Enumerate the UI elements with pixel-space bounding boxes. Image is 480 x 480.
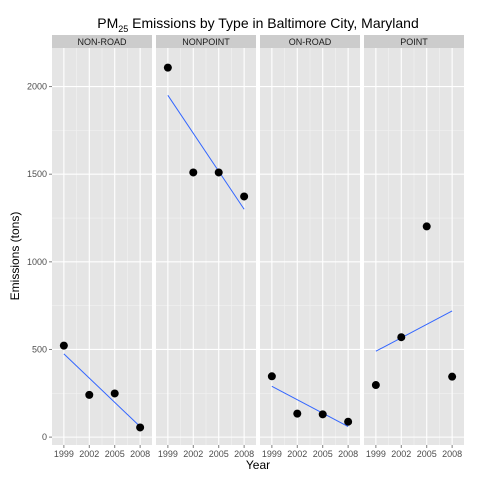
data-point [110, 389, 119, 398]
x-tick-label: 2008 [130, 449, 150, 459]
data-point [136, 423, 145, 432]
panel-point: POINT 1999 2002 2005 2008 [364, 35, 464, 459]
x-tick-label: 1999 [262, 449, 282, 459]
facet-strip [364, 35, 464, 48]
chart-title: PM25 Emissions by Type in Baltimore City… [97, 15, 419, 34]
x-tick-label: 2005 [209, 449, 229, 459]
facet-strip [156, 35, 256, 48]
data-point [240, 192, 249, 201]
facet-strip-label: NON-ROAD [78, 37, 127, 47]
chart-title-main: PM [97, 15, 118, 31]
data-point [59, 341, 68, 350]
data-point [422, 222, 431, 231]
x-tick-label: 2002 [79, 449, 99, 459]
facet-strip-label: ON-ROAD [289, 37, 332, 47]
data-point [293, 409, 302, 418]
x-tick-label: 2008 [338, 449, 358, 459]
panel-on-road: ON-ROAD 1999 2002 2005 2008 [260, 35, 360, 459]
x-tick-label: 2002 [287, 449, 307, 459]
y-tick-label: 500 [32, 344, 47, 354]
data-point [371, 381, 380, 390]
facet-strip-label: NONPOINT [182, 37, 230, 47]
data-point [189, 168, 198, 177]
data-point [267, 372, 276, 381]
x-tick-label: 1999 [158, 449, 178, 459]
data-point [448, 372, 457, 381]
data-point [318, 410, 327, 419]
trend-line [375, 310, 453, 352]
y-tick-label: 0 [42, 432, 47, 442]
x-tick-label: 2002 [391, 449, 411, 459]
y-tick-label: 1000 [27, 257, 47, 267]
y-tick-label: 1500 [27, 169, 47, 179]
trend-line [167, 95, 245, 210]
data-point [85, 390, 94, 399]
x-tick-label: 1999 [366, 449, 386, 459]
x-tick-label: 2008 [234, 449, 254, 459]
y-tick-label: 2000 [27, 82, 47, 92]
x-tick-label: 2008 [442, 449, 462, 459]
facet-strip [260, 35, 360, 48]
y-axis-ticks: 0 500 1000 1500 2000 [27, 82, 52, 442]
trend-line [63, 353, 141, 427]
facet-panels: NON-ROAD 1999 2002 2005 2008 NONPOINT 1999 2002… [52, 35, 464, 459]
data-point [397, 333, 406, 342]
trend-line [271, 385, 349, 428]
x-axis-title: Year [246, 458, 270, 472]
facet-strip-label: POINT [400, 37, 428, 47]
data-point [214, 168, 223, 177]
data-point [163, 63, 172, 72]
panel-nonpoint: NONPOINT 1999 2002 2005 2008 [156, 35, 256, 459]
x-tick-label: 1999 [54, 449, 74, 459]
x-tick-label: 2002 [183, 449, 203, 459]
data-point [344, 417, 353, 426]
x-tick-label: 2005 [313, 449, 333, 459]
x-tick-label: 2005 [417, 449, 437, 459]
facet-strip [52, 35, 152, 48]
chart-title-subscript: 25 [118, 24, 128, 34]
panel-non-road: NON-ROAD 1999 2002 2005 2008 [52, 35, 152, 459]
x-tick-label: 2005 [105, 449, 125, 459]
chart-title-rest: Emissions by Type in Baltimore City, Mar… [128, 15, 418, 31]
y-axis-title: Emissions (tons) [8, 212, 22, 301]
